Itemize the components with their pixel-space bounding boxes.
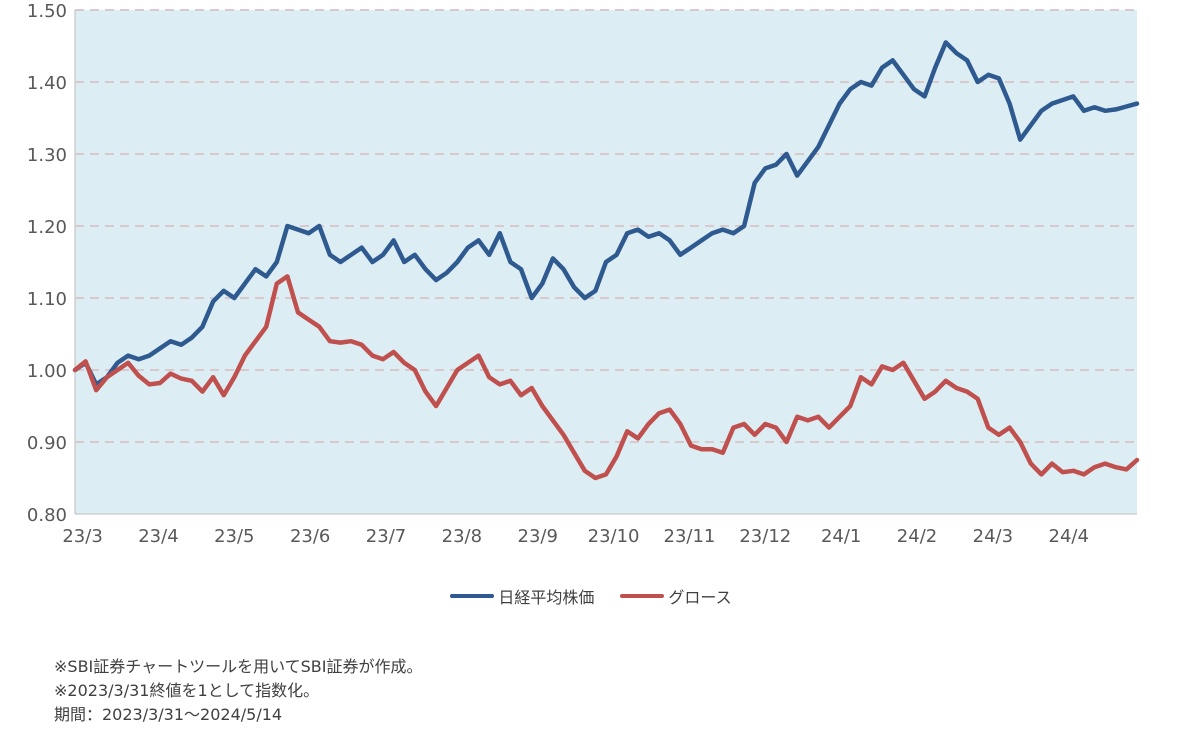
y-tick-label: 0.90 — [27, 433, 67, 454]
chart-legend: 日経平均株価 グロース — [0, 584, 1182, 608]
y-tick-label: 1.10 — [27, 289, 67, 310]
x-tick-label: 23/9 — [518, 526, 558, 547]
note-line-3: 期間：2023/3/31～2024/5/14 — [54, 705, 283, 724]
y-tick-label: 1.20 — [27, 217, 67, 238]
x-tick-label: 23/8 — [442, 526, 482, 547]
series-line-nikkei — [72, 40, 1140, 387]
chart-notes: ※SBI証券チャートツールを用いてSBI証券が作成。 ※2023/3/31終値を… — [54, 655, 422, 727]
x-tick-label: 23/12 — [739, 526, 791, 547]
y-tick-label: 1.00 — [27, 361, 67, 382]
y-tick-label: 0.80 — [27, 505, 67, 526]
x-tick-label: 23/3 — [62, 526, 102, 547]
y-tick-label: 1.40 — [27, 73, 67, 94]
note-line-1: ※SBI証券チャートツールを用いてSBI証券が作成。 — [54, 657, 423, 676]
x-tick-label: 23/7 — [366, 526, 406, 547]
x-tick-label: 23/4 — [138, 526, 178, 547]
legend-swatch-growth — [620, 594, 665, 598]
x-tick-label: 24/4 — [1049, 526, 1089, 547]
y-tick-label: 1.30 — [27, 145, 67, 166]
y-tick-label: 1.50 — [27, 1, 67, 22]
x-tick-label: 24/1 — [821, 526, 861, 547]
x-tick-label: 24/3 — [973, 526, 1013, 547]
legend-item-growth: グロース — [620, 584, 732, 608]
note-line-2: ※2023/3/31終値を1として指数化。 — [54, 681, 320, 700]
series-line-growth — [72, 274, 1140, 481]
x-tick-label: 23/11 — [664, 526, 716, 547]
legend-item-nikkei: 日経平均株価 — [450, 584, 594, 608]
x-tick-label: 23/6 — [290, 526, 330, 547]
x-tick-label: 24/2 — [897, 526, 937, 547]
x-tick-label: 23/10 — [588, 526, 640, 547]
x-tick-label: 23/5 — [214, 526, 254, 547]
line-chart: 0.80 0.90 1.00 1.10 1.20 1.30 1.40 1.50 23/3 23/4… — [27, 1, 1140, 547]
legend-label-growth: グロース — [668, 588, 732, 607]
legend-label-nikkei: 日経平均株価 — [498, 588, 595, 607]
legend-swatch-nikkei — [450, 594, 495, 598]
